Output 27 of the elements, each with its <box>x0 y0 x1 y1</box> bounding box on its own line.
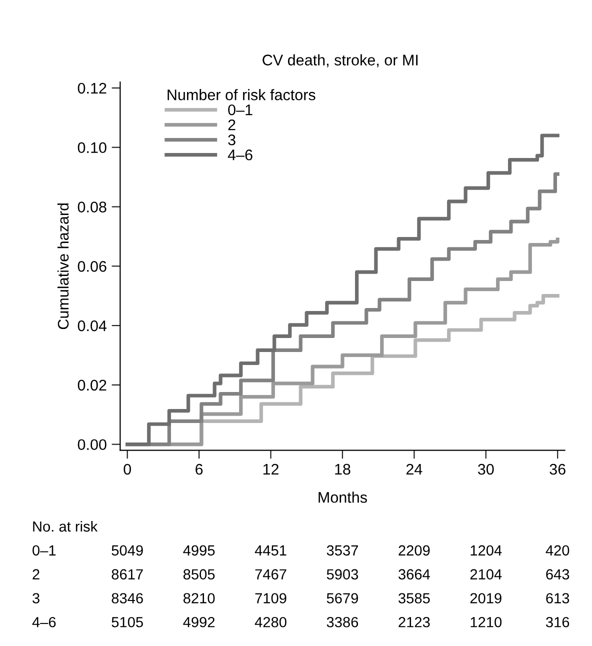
text: 3 8346 8210 7109 5679 3585 2019 613 <box>32 593 570 604</box>
text: 0–1 5049 4995 4451 3537 2209 1204 420 <box>32 545 570 556</box>
text: 2 8617 8505 7467 5903 3664 2104 643 <box>32 569 570 580</box>
x-tick-label: 12 <box>263 464 278 475</box>
legend-title: Number of risk factors <box>168 89 316 100</box>
legend-label: 3 <box>228 134 236 146</box>
x-axis-title: Months <box>318 492 367 503</box>
legend-label: 0–1 <box>228 104 252 116</box>
x-tick-label: 24 <box>406 464 422 475</box>
x-tick-label: 6 <box>196 464 203 475</box>
legend-label: 4–6 <box>228 149 252 160</box>
legend-label: 2 <box>228 119 236 130</box>
y-tick-label: 0.02 <box>78 380 106 391</box>
chart-title: CV death, stroke, or MI <box>262 54 418 68</box>
x-tick-label: 36 <box>550 464 566 475</box>
x-tick-label: 30 <box>478 464 494 475</box>
text: 4–6 5105 4992 4280 3386 2123 1210 316 <box>32 616 570 628</box>
y-tick-label: 0.04 <box>78 320 107 332</box>
y-tick-label: 0.12 <box>78 82 106 94</box>
x-tick-label: 0 <box>124 464 131 475</box>
y-tick-label: 0.08 <box>78 202 106 212</box>
y-axis-title: Cumulative hazard <box>57 203 69 330</box>
text: No. at risk <box>33 520 98 532</box>
y-tick-label: 0.06 <box>78 261 106 272</box>
x-tick-label: 18 <box>335 464 350 475</box>
y-tick-label: 0.00 <box>78 439 106 450</box>
y-tick-label: 0.10 <box>78 142 106 154</box>
